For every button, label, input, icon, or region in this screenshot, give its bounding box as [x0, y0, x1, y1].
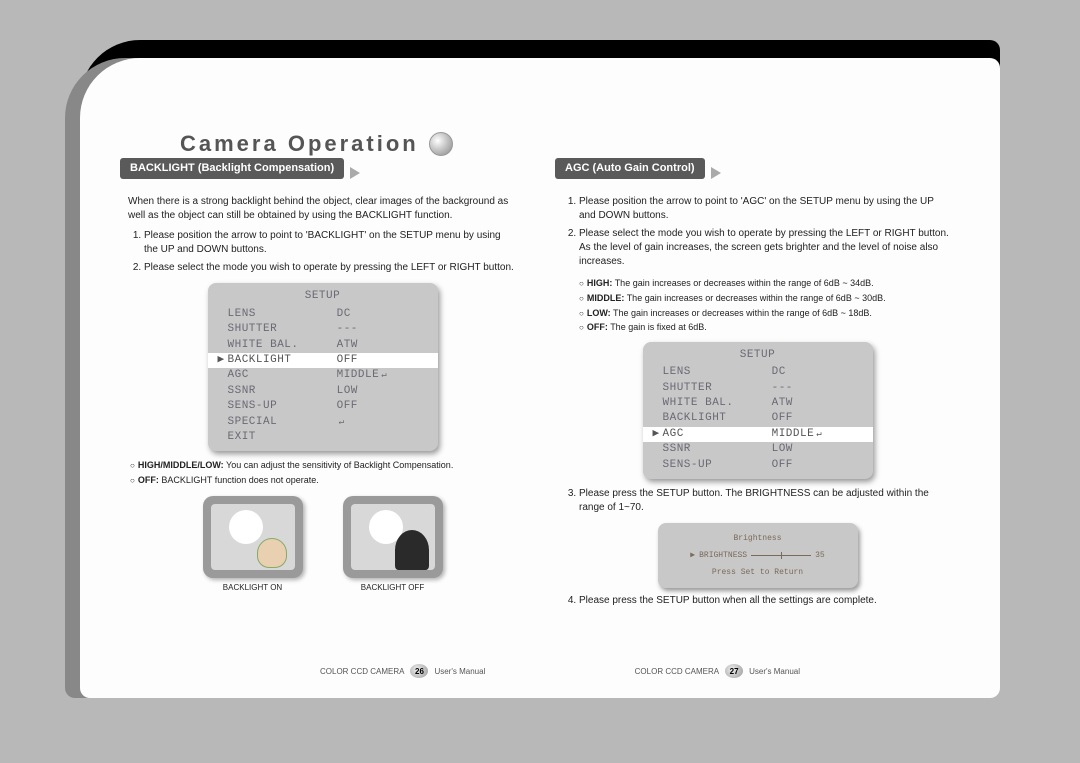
osd-title: SETUP: [208, 289, 438, 304]
page-title-text: Camera Operation: [180, 131, 419, 157]
osd-row: SSNRLOW: [208, 384, 438, 399]
tv-comparison-row: BACKLIGHT ON BACKLIGHT OFF: [120, 496, 525, 593]
footer-product: COLOR CCD CAMERA: [320, 667, 404, 676]
footer-product: COLOR CCD CAMERA: [635, 667, 719, 676]
brightness-return: Press Set to Return: [668, 567, 848, 578]
intro-text: When there is a strong backlight behind …: [128, 195, 517, 223]
brightness-title: Brightness: [668, 533, 848, 544]
osd-row: WHITE BAL.ATW: [208, 338, 438, 353]
osd-row: BACKLIGHTOFF: [643, 411, 873, 426]
step-item: Please position the arrow to point to 'B…: [144, 229, 517, 257]
osd-row: SHUTTER---: [208, 322, 438, 337]
page-title: Camera Operation: [180, 131, 453, 157]
osd-row: WHITE BAL.ATW: [643, 396, 873, 411]
footer-manual: User's Manual: [434, 667, 485, 676]
section-header-label: BACKLIGHT (Backlight Compensation): [120, 158, 344, 179]
footer-left: COLOR CCD CAMERA 26 User's Manual: [320, 664, 485, 678]
step-item: Please press the SETUP button. The BRIGH…: [579, 487, 952, 515]
osd-row: SENS-UPOFF: [208, 399, 438, 414]
title-orb-icon: [429, 132, 453, 156]
section-header-label: AGC (Auto Gain Control): [555, 158, 705, 179]
osd-setup-left: SETUP LENSDCSHUTTER---WHITE BAL.ATW▶BACK…: [208, 283, 438, 451]
left-column: BACKLIGHT (Backlight Compensation) When …: [120, 158, 525, 658]
osd-row: SENS-UPOFF: [643, 458, 873, 473]
page-number: 26: [410, 664, 428, 678]
tv-on-unit: BACKLIGHT ON: [203, 496, 303, 593]
brightness-value: 35: [815, 550, 825, 561]
section-header-agc: AGC (Auto Gain Control): [555, 158, 960, 187]
note-item: OFF: The gain is fixed at 6dB.: [579, 321, 950, 334]
footer-manual: User's Manual: [749, 667, 800, 676]
manual-page: Camera Operation BACKLIGHT (Backlight Co…: [80, 58, 1000, 698]
chevron-right-icon: [711, 167, 721, 179]
steps-list-left: Please position the arrow to point to 'B…: [144, 229, 517, 275]
tv-icon: [343, 496, 443, 578]
osd-row: EXIT: [208, 430, 438, 445]
footer-right: COLOR CCD CAMERA 27 User's Manual: [635, 664, 800, 678]
osd-brightness: Brightness ▶ BRIGHTNESS 35 Press Set to …: [658, 523, 858, 589]
step-item: Please position the arrow to point to 'A…: [579, 195, 952, 223]
osd-setup-right: SETUP LENSDCSHUTTER---WHITE BAL.ATWBACKL…: [643, 342, 873, 479]
brightness-label: BRIGHTNESS: [699, 550, 747, 561]
notes-right: HIGH: The gain increases or decreases wi…: [579, 277, 950, 333]
osd-row: SHUTTER---: [643, 381, 873, 396]
step-item: Please select the mode you wish to opera…: [144, 261, 517, 275]
osd-row: LENSDC: [208, 307, 438, 322]
tv-off-unit: BACKLIGHT OFF: [343, 496, 443, 593]
osd-row: LENSDC: [643, 365, 873, 380]
osd-row: ▶BACKLIGHTOFF: [208, 353, 438, 368]
note-item: MIDDLE: The gain increases or decreases …: [579, 292, 950, 305]
right-column: AGC (Auto Gain Control) Please position …: [555, 158, 960, 658]
steps-list-right-c: Please press the SETUP button when all t…: [579, 594, 952, 608]
note-item: HIGH: The gain increases or decreases wi…: [579, 277, 950, 290]
osd-row: ▶AGCMIDDLE: [643, 427, 873, 442]
step-item: Please select the mode you wish to opera…: [579, 227, 952, 269]
tv-caption: BACKLIGHT ON: [203, 582, 303, 593]
content-columns: BACKLIGHT (Backlight Compensation) When …: [120, 158, 960, 658]
note-item: LOW: The gain increases or decreases wit…: [579, 307, 950, 320]
step-item: Please press the SETUP button when all t…: [579, 594, 952, 608]
page-number: 27: [725, 664, 743, 678]
steps-list-right-a: Please position the arrow to point to 'A…: [579, 195, 952, 269]
note-item: HIGH/MIDDLE/LOW: You can adjust the sens…: [130, 459, 515, 472]
osd-row: SSNRLOW: [643, 442, 873, 457]
tv-caption: BACKLIGHT OFF: [343, 582, 443, 593]
osd-row: SPECIAL: [208, 415, 438, 430]
section-header-backlight: BACKLIGHT (Backlight Compensation): [120, 158, 525, 187]
brightness-row: ▶ BRIGHTNESS 35: [668, 550, 848, 561]
steps-list-right-b: Please press the SETUP button. The BRIGH…: [579, 487, 952, 515]
note-item: OFF: BACKLIGHT function does not operate…: [130, 474, 515, 487]
brightness-bar: [751, 555, 811, 556]
notes-left: HIGH/MIDDLE/LOW: You can adjust the sens…: [130, 459, 515, 486]
osd-title: SETUP: [643, 348, 873, 363]
chevron-right-icon: [350, 167, 360, 179]
tv-icon: [203, 496, 303, 578]
osd-row: AGCMIDDLE: [208, 368, 438, 383]
